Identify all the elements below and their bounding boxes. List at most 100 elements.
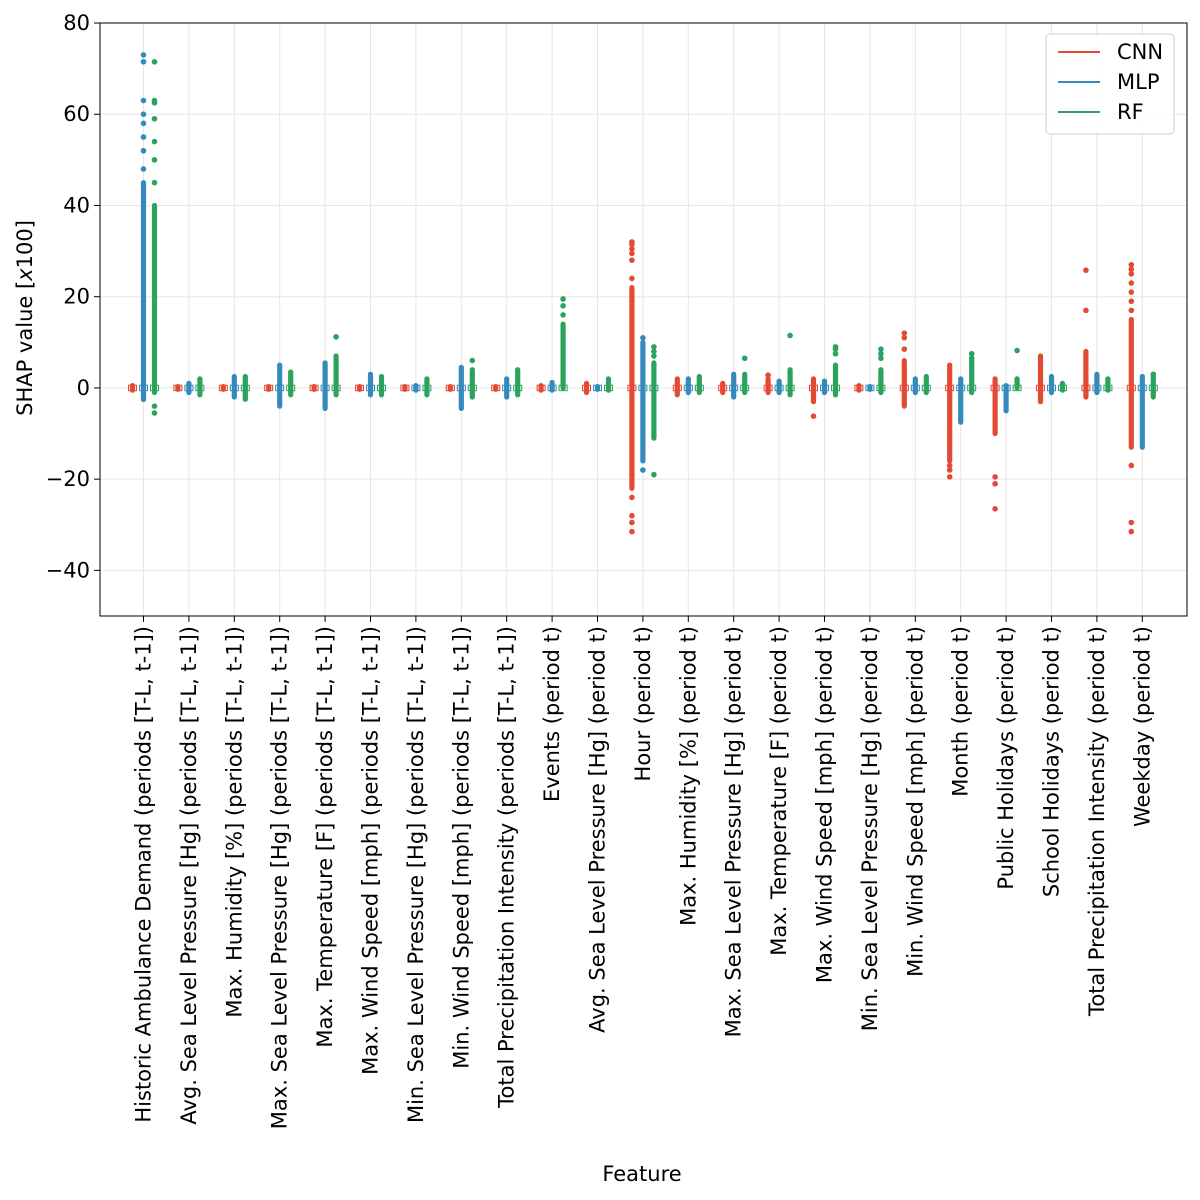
outlier-point-rf — [151, 403, 158, 409]
outlier-point-cnn — [901, 330, 908, 336]
outlier-point-cnn — [992, 506, 998, 512]
x-tick-label: Min. Sea Level Pressure [Hg] (periods [T… — [404, 626, 428, 1123]
y-tick-label: 20 — [63, 285, 90, 309]
median-box-cnn — [945, 384, 955, 392]
median-box-rf — [604, 384, 613, 392]
outlier-point-rf — [878, 355, 884, 362]
outlier-point-cnn — [1128, 298, 1135, 305]
outlier-point-cnn — [1128, 271, 1135, 277]
median-box-mlp — [683, 384, 693, 392]
outlier-point-rf — [651, 471, 657, 478]
outlier-point-mlp — [140, 147, 147, 154]
series-mlp — [139, 52, 1147, 473]
outlier-point-cnn — [629, 519, 635, 526]
x-tick-label: Min. Sea Level Pressure [Hg] (period t) — [858, 626, 882, 1031]
outlier-point-cnn — [1083, 307, 1089, 314]
outlier-point-rf — [560, 312, 566, 318]
x-tick-label: Min. Wind Speed [mph] (periods [T-L, t-1… — [449, 626, 473, 1069]
outlier-point-rf — [651, 353, 657, 359]
outlier-point-mlp — [140, 396, 147, 403]
median-box-cnn — [128, 384, 137, 392]
outlier-point-rf — [151, 58, 158, 65]
median-box-cnn — [990, 384, 1000, 392]
y-axis-label-italic: x — [13, 268, 37, 282]
outlier-point-rf — [968, 355, 975, 362]
x-tick-label: Max. Humidity [%] (period t) — [676, 626, 700, 926]
median-box-rf — [195, 384, 205, 392]
outlier-point-cnn — [1128, 280, 1135, 286]
outlier-point-rf — [333, 334, 339, 340]
outlier-point-cnn — [992, 474, 998, 480]
x-tick-label: Historic Ambulance Demand (periods [T-L,… — [132, 626, 156, 1123]
outlier-point-rf — [560, 303, 566, 309]
median-box-mlp — [411, 384, 421, 392]
median-box-rf — [967, 384, 977, 392]
plot-frame — [99, 22, 1188, 617]
x-tick-label: Max. Temperature [F] (periods [T-L, t-1]… — [313, 626, 337, 1048]
median-box-mlp — [1047, 384, 1056, 392]
x-axis-label: Feature — [602, 1162, 681, 1186]
median-box-rf — [785, 384, 795, 392]
outlier-point-rf — [651, 348, 657, 355]
median-box-cnn — [1036, 384, 1045, 392]
median-box-mlp — [910, 384, 920, 392]
outlier-point-cnn — [901, 346, 908, 352]
outlier-point-mlp — [140, 58, 147, 65]
median-box-cnn — [763, 384, 773, 392]
legend-label-mlp: MLP — [1117, 70, 1159, 94]
outlier-point-cnn — [1128, 528, 1135, 535]
outlier-point-rf — [1014, 347, 1020, 354]
outlier-point-rf — [151, 157, 158, 163]
x-tick-label: Max. Wind Speed [mph] (periods [T-L, t-1… — [359, 626, 383, 1075]
outlier-point-cnn — [765, 372, 771, 378]
outlier-point-mlp — [140, 97, 147, 104]
outlier-point-mlp — [140, 166, 147, 172]
outlier-point-rf — [787, 332, 793, 339]
median-box-mlp — [1092, 384, 1102, 392]
outlier-point-rf — [741, 355, 748, 362]
median-box-cnn — [1081, 384, 1091, 392]
outlier-point-mlp — [140, 120, 147, 127]
y-tick-label: 80 — [63, 11, 90, 35]
median-box-cnn — [718, 384, 728, 392]
outlier-point-cnn — [629, 528, 635, 535]
median-box-mlp — [774, 384, 784, 392]
outlier-point-cnn — [629, 245, 635, 252]
outlier-point-rf — [651, 344, 657, 350]
median-box-cnn — [491, 384, 501, 392]
x-tick-label: Avg. Sea Level Pressure [Hg] (period t) — [586, 626, 610, 1033]
outlier-point-rf — [151, 115, 158, 122]
outlier-point-mlp — [640, 467, 646, 473]
outlier-point-cnn — [946, 474, 953, 480]
median-box-cnn — [809, 384, 818, 392]
median-box-mlp — [229, 384, 239, 392]
outlier-point-mlp — [140, 52, 147, 58]
median-box-cnn — [309, 384, 319, 392]
median-box-rf — [740, 384, 750, 392]
outlier-point-cnn — [901, 334, 908, 341]
median-box-rf — [1058, 384, 1067, 392]
median-box-rf — [831, 384, 840, 392]
median-box-cnn — [1126, 384, 1136, 392]
outlier-point-rf — [151, 97, 158, 104]
median-box-cnn — [400, 384, 410, 392]
median-box-rf — [331, 384, 341, 392]
median-box-cnn — [627, 384, 637, 392]
median-box-rf — [694, 384, 704, 392]
median-box-rf — [240, 384, 250, 392]
outlier-point-rf — [151, 179, 158, 186]
median-box-cnn — [672, 384, 682, 392]
outlier-point-cnn — [992, 480, 998, 487]
median-box-rf — [649, 384, 659, 392]
median-box-mlp — [638, 384, 648, 392]
median-box-cnn — [218, 384, 228, 392]
median-box-mlp — [502, 384, 512, 392]
y-tick-label: 40 — [63, 193, 90, 217]
y-tick-label: 0 — [77, 376, 90, 400]
median-box-mlp — [139, 384, 148, 392]
legend-box — [1045, 33, 1175, 135]
y-tick-label: −40 — [46, 558, 90, 582]
median-box-mlp — [865, 384, 875, 392]
x-tick-label: Avg. Sea Level Pressure [Hg] (periods [T… — [177, 626, 201, 1125]
